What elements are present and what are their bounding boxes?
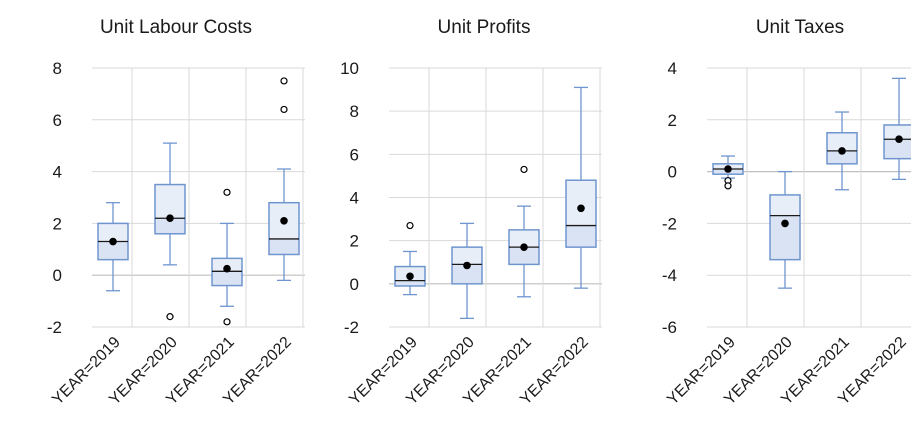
y-tick-label: 8: [53, 59, 62, 78]
y-tick-label: 0: [668, 163, 677, 182]
y-tick-label: 4: [350, 189, 359, 208]
outlier-point: [166, 313, 174, 321]
mean-marker: [166, 214, 174, 223]
mean-marker: [577, 204, 585, 213]
box-upper-half: [452, 247, 482, 265]
box: [883, 124, 911, 160]
box-upper-half: [509, 229, 539, 248]
mean-marker: [463, 261, 471, 270]
y-tick-label: 6: [350, 145, 359, 164]
mean-marker: [406, 272, 414, 281]
mean-marker: [838, 147, 846, 155]
box-lower-half: [884, 139, 911, 159]
chart-title: Unit Profits: [438, 17, 531, 38]
box-upper-half: [827, 132, 857, 151]
y-tick-label: 0: [350, 275, 359, 294]
box: [565, 179, 597, 248]
y-tick-label: -2: [662, 214, 677, 233]
box-lower-half: [395, 280, 425, 286]
chart-title: Unit Taxes: [756, 17, 844, 38]
y-tick-label: 8: [350, 102, 359, 121]
box: [826, 132, 858, 165]
y-tick-label: 4: [668, 59, 677, 78]
y-tick-label: -2: [344, 318, 359, 337]
y-tick-label: 10: [340, 59, 359, 78]
mean-marker: [520, 243, 528, 251]
box: [451, 246, 483, 285]
box-upper-half: [212, 258, 242, 272]
box: [394, 265, 426, 287]
y-tick-label: 4: [53, 163, 62, 182]
box-upper-half: [884, 124, 911, 140]
y-tick-label: -6: [662, 318, 677, 337]
outlier-point: [223, 318, 231, 326]
box-lower-half: [269, 238, 299, 255]
box-lower-half: [155, 218, 185, 234]
box: [769, 194, 801, 261]
y-tick-label: 0: [53, 266, 62, 285]
y-tick-label: 2: [350, 232, 359, 251]
mean-marker: [223, 264, 231, 273]
box-upper-half: [566, 180, 596, 226]
y-tick-label: 2: [668, 111, 677, 130]
box-upper-half: [155, 184, 185, 219]
box-lower-half: [827, 150, 857, 164]
box-lower-half: [212, 271, 242, 286]
mean-marker: [781, 219, 789, 228]
y-tick-label: -2: [47, 318, 62, 337]
box-upper-half: [770, 194, 800, 216]
y-tick-label: 2: [53, 214, 62, 233]
outlier-point: [406, 221, 414, 230]
outlier-point: [520, 165, 528, 174]
outlier-point: [280, 77, 288, 85]
y-tick-label: 6: [53, 111, 62, 130]
outlier-point: [280, 105, 288, 114]
box-upper-half: [98, 223, 128, 242]
y-tick-label: -4: [662, 266, 677, 285]
box-lower-half: [98, 241, 128, 260]
mean-marker: [895, 135, 903, 144]
outlier-point: [223, 188, 231, 196]
box: [268, 201, 300, 256]
box-lower-half: [509, 247, 539, 265]
mean-marker: [109, 237, 117, 246]
mean-marker: [280, 217, 288, 225]
box-lower-half: [566, 225, 596, 248]
outlier-point: [724, 182, 732, 190]
box: [154, 183, 186, 235]
mean-marker: [724, 165, 732, 173]
box-lower-half: [452, 264, 482, 284]
chart-title: Unit Labour Costs: [100, 17, 252, 38]
